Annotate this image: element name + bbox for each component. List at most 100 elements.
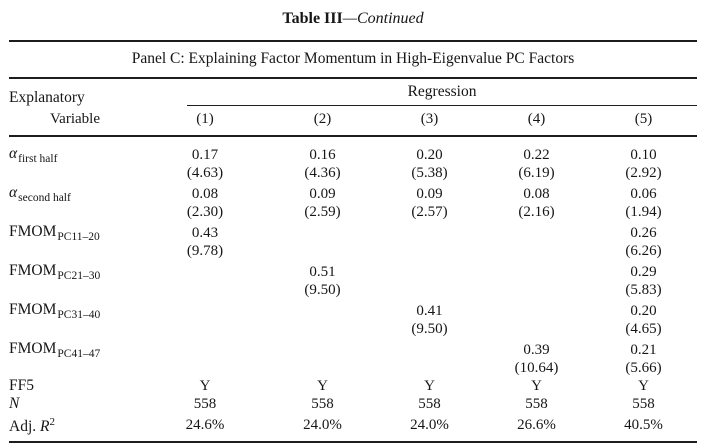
coef-cell: 0.06 — [630, 185, 657, 202]
tstat-cell: (10.64) — [514, 360, 559, 376]
regression-underline: Regression — [187, 83, 698, 106]
tstat-cell: (2.30) — [186, 204, 224, 220]
n-cell: 558 — [418, 396, 441, 412]
tstat-cell — [483, 242, 590, 260]
coef-cell: 0.09 — [416, 185, 443, 202]
coef-cell: 0.10 — [630, 146, 657, 163]
row-label-alpha-second-half: αsecond half — [9, 182, 141, 204]
row-label-subscript: PC11–20 — [57, 230, 100, 243]
tstat-cell — [376, 281, 483, 299]
coef-cell: 0.21 — [630, 341, 657, 358]
n-cell: 558 — [193, 396, 217, 412]
adj-r2-cell: 24.0% — [303, 416, 342, 433]
coef-cell — [269, 299, 376, 320]
tstat-cell: (1.94) — [625, 204, 662, 220]
tstat-cell — [376, 242, 483, 260]
coef-cell — [483, 260, 590, 281]
tstat-cell: (2.92) — [625, 165, 662, 181]
coef-cell — [483, 221, 590, 242]
tstat-cell: (6.26) — [625, 243, 662, 259]
ff5-cell: Y — [638, 378, 649, 394]
coef-cell — [141, 338, 269, 359]
tstat-cell: (5.83) — [625, 282, 662, 298]
panel-title: Panel C: Explaining Factor Momentum in H… — [131, 50, 575, 67]
row-label-adj-r2: Adj. R2 — [9, 413, 141, 441]
tstat-cell: (4.36) — [304, 165, 341, 181]
coef-cell: 0.39 — [523, 341, 550, 358]
coef-cell: 0.17 — [191, 146, 219, 163]
column-header-1: (1) — [141, 106, 269, 137]
coef-cell: 0.08 — [191, 185, 219, 202]
regression-group-header: Regression — [141, 79, 698, 106]
column-header-4: (4) — [483, 106, 590, 137]
tstat-cell: (9.78) — [186, 243, 224, 259]
row-label-fmom-pc11-20: FMOMPC11–20 — [9, 221, 141, 243]
regression-group-label: Regression — [407, 83, 477, 100]
table-title-number: Table III — [282, 10, 343, 27]
n-cell: 558 — [525, 396, 548, 412]
row-label-spacer — [9, 281, 141, 299]
coef-cell: 0.22 — [523, 146, 550, 163]
tstat-cell — [483, 320, 590, 338]
tstat-cell: (2.16) — [518, 204, 555, 220]
coef-cell — [269, 338, 376, 359]
row-label-fmom-pc21-30: FMOMPC21–30 — [9, 260, 141, 282]
column-header-2: (2) — [269, 106, 376, 137]
row-label-spacer — [9, 164, 141, 182]
coef-cell: 0.26 — [630, 224, 657, 241]
adj-r2-cell: 24.0% — [410, 416, 449, 433]
n-cell: 558 — [311, 396, 334, 412]
table-title: Table III—Continued — [0, 9, 706, 29]
explanatory-variable-label-line2: Variable — [9, 106, 141, 137]
column-header-3: (3) — [376, 106, 483, 137]
coef-cell: 0.08 — [523, 185, 550, 202]
row-label-fmom-pc41-47: FMOMPC41–47 — [9, 338, 141, 360]
tstat-cell: (9.50) — [411, 321, 448, 337]
row-label-n: N — [9, 395, 20, 412]
tstat-cell: (9.50) — [304, 282, 341, 298]
coef-cell — [141, 260, 269, 281]
ff5-cell: Y — [199, 378, 211, 394]
adj-r2-cell: 26.6% — [517, 416, 556, 433]
tstat-cell — [376, 359, 483, 377]
tstat-cell — [141, 359, 269, 377]
row-label-fmom-pc31-40: FMOMPC31–40 — [9, 299, 141, 321]
row-label-ff5: FF5 — [9, 377, 34, 394]
table-title-continued: —Continued — [342, 10, 424, 27]
coef-cell: 0.41 — [416, 302, 443, 319]
tstat-cell: (5.66) — [625, 360, 662, 376]
coef-cell — [483, 299, 590, 320]
fmom-symbol: FMOM — [9, 301, 57, 318]
coef-cell: 0.20 — [416, 146, 443, 163]
adj-prefix: Adj. — [9, 418, 40, 436]
tstat-cell — [141, 281, 269, 299]
coef-cell — [376, 338, 483, 359]
ff5-cell: Y — [531, 378, 542, 394]
row-label-spacer — [9, 242, 141, 260]
coef-cell: 0.29 — [630, 263, 657, 280]
tstat-cell — [269, 242, 376, 260]
tstat-cell: (2.57) — [411, 204, 448, 220]
coef-cell — [376, 221, 483, 242]
explanatory-variable-label-line1: Explanatory — [9, 89, 85, 106]
fmom-symbol: FMOM — [9, 340, 57, 357]
regression-table: Explanatory Regression Variable (1) (2) … — [9, 79, 698, 441]
coef-cell — [141, 299, 269, 320]
coef-cell: 0.51 — [309, 263, 336, 280]
panel-rule — [9, 77, 697, 79]
coef-cell — [376, 260, 483, 281]
alpha-symbol: α — [9, 145, 18, 162]
row-label-spacer — [9, 203, 141, 221]
bottom-rule — [9, 441, 697, 444]
r-symbol: R — [40, 418, 50, 436]
tstat-cell — [269, 320, 376, 338]
ff5-cell: Y — [424, 378, 435, 394]
row-label-spacer — [9, 320, 141, 338]
ff5-cell: Y — [317, 378, 328, 394]
column-header-5: (5) — [590, 106, 698, 137]
tstat-cell: (2.59) — [304, 204, 341, 220]
tstat-cell — [269, 359, 376, 377]
r-squared-sup: 2 — [49, 416, 55, 428]
fmom-symbol: FMOM — [9, 262, 57, 279]
